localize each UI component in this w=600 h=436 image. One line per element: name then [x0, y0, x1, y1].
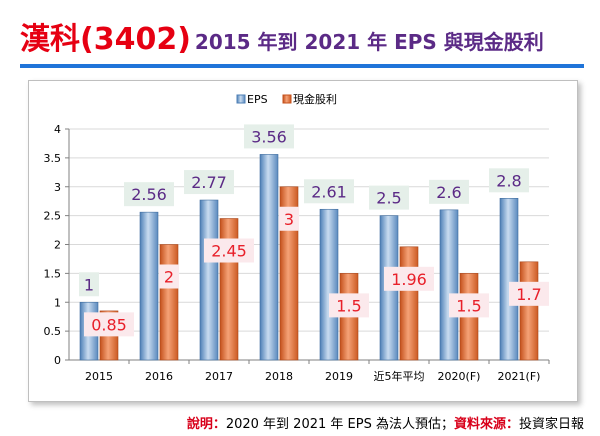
page-title: 漢科(3402) — [20, 22, 191, 57]
bar-dividend — [399, 246, 419, 361]
eps-label-box — [304, 179, 354, 204]
y-tick-label: 0 — [54, 354, 61, 367]
eps-data-label: 2.61 — [311, 182, 347, 201]
eps-label-box — [244, 124, 294, 149]
x-tick-label: 近5年平均 — [374, 369, 425, 383]
dividend-label-box — [204, 238, 254, 263]
dividend-label-box — [84, 312, 134, 337]
note-text: 2020 年到 2021 年 EPS 為法人預估； — [225, 417, 454, 432]
legend-eps-swatch — [236, 94, 246, 104]
bar-eps — [439, 209, 459, 361]
bar-eps — [199, 199, 219, 361]
y-tick-label: 3 — [54, 181, 61, 194]
eps-data-label: 2.8 — [496, 171, 521, 190]
footnote: 說明：2020 年到 2021 年 EPS 為法人預估；資料來源：投資家日報 — [187, 413, 584, 432]
eps-data-label: 2.56 — [131, 185, 167, 204]
x-tick-label: 2019 — [325, 370, 353, 383]
y-tick-label: 2.5 — [44, 210, 62, 223]
x-tick-label: 2015 — [85, 370, 113, 383]
dividend-data-label: 1.5 — [336, 296, 361, 315]
x-tick-label: 2020(F) — [438, 370, 481, 383]
eps-label-box — [124, 182, 174, 207]
eps-label-box — [429, 179, 469, 204]
dividend-data-label: 1.5 — [456, 296, 481, 315]
bar-chart: 0 0.5 1 1.5 2 2.5 3 3.5 4 EPS 現金股利 2015 1 0.85 2016 2.5… — [44, 92, 550, 383]
source-label: 資料來源： — [453, 417, 519, 432]
y-tick-label: 1.5 — [44, 267, 62, 280]
y-tick-label: 1 — [54, 296, 61, 309]
bar-eps — [319, 208, 339, 361]
bar-eps — [259, 154, 279, 361]
eps-data-label: 2.5 — [376, 189, 401, 208]
eps-label-box — [184, 170, 234, 195]
dividend-label-box — [449, 293, 489, 318]
dividend-label-box — [384, 266, 434, 291]
chart-frame: 0 0.5 1 1.5 2 2.5 3 3.5 4 EPS 現金股利 2015 1 0.85 2016 2.5… — [28, 80, 578, 402]
page-subtitle: 2015 年到 2021 年 EPS 與現金股利 — [194, 30, 544, 54]
x-tick-label: 2018 — [265, 370, 293, 383]
legend-dividend-label: 現金股利 — [293, 92, 337, 106]
eps-data-label: 3.56 — [251, 127, 287, 146]
dividend-data-label: 3 — [284, 210, 294, 229]
bar-dividend — [519, 261, 539, 361]
legend-dividend-swatch — [282, 94, 292, 104]
dividend-data-label: 0.85 — [91, 315, 127, 334]
eps-label-box — [369, 185, 409, 210]
eps-label-box — [79, 272, 99, 297]
eps-label-box — [489, 168, 529, 193]
y-tick-label: 4 — [54, 123, 61, 136]
dividend-data-label: 1.7 — [516, 285, 541, 304]
eps-data-label: 2.6 — [436, 183, 461, 202]
eps-data-label: 2.77 — [191, 173, 227, 192]
y-tick-label: 3.5 — [44, 152, 62, 165]
title-row: 漢科(3402) 2015 年到 2021 年 EPS 與現金股利 — [20, 14, 544, 58]
x-tick-label: 2021(F) — [498, 370, 541, 383]
dividend-data-label: 1.96 — [391, 270, 427, 289]
dividend-label-box — [279, 206, 299, 231]
dividend-label-box — [329, 293, 369, 318]
note-label: 說明： — [186, 417, 226, 432]
dividend-label-box — [509, 281, 549, 306]
legend-eps-label: EPS — [247, 93, 268, 106]
y-tick-label: 2 — [54, 239, 61, 252]
dividend-data-label: 2.45 — [211, 242, 247, 261]
bar-eps — [139, 211, 159, 361]
source-text: 投資家日報 — [518, 417, 584, 432]
eps-data-label: 1 — [84, 275, 94, 294]
dividend-label-box — [159, 264, 179, 289]
bar-dividend — [159, 244, 179, 361]
dividend-data-label: 2 — [164, 268, 174, 287]
bar-eps — [499, 198, 519, 361]
x-tick-label: 2016 — [145, 370, 173, 383]
title-divider — [20, 64, 584, 68]
y-tick-label: 0.5 — [44, 325, 62, 338]
x-tick-label: 2017 — [205, 370, 233, 383]
